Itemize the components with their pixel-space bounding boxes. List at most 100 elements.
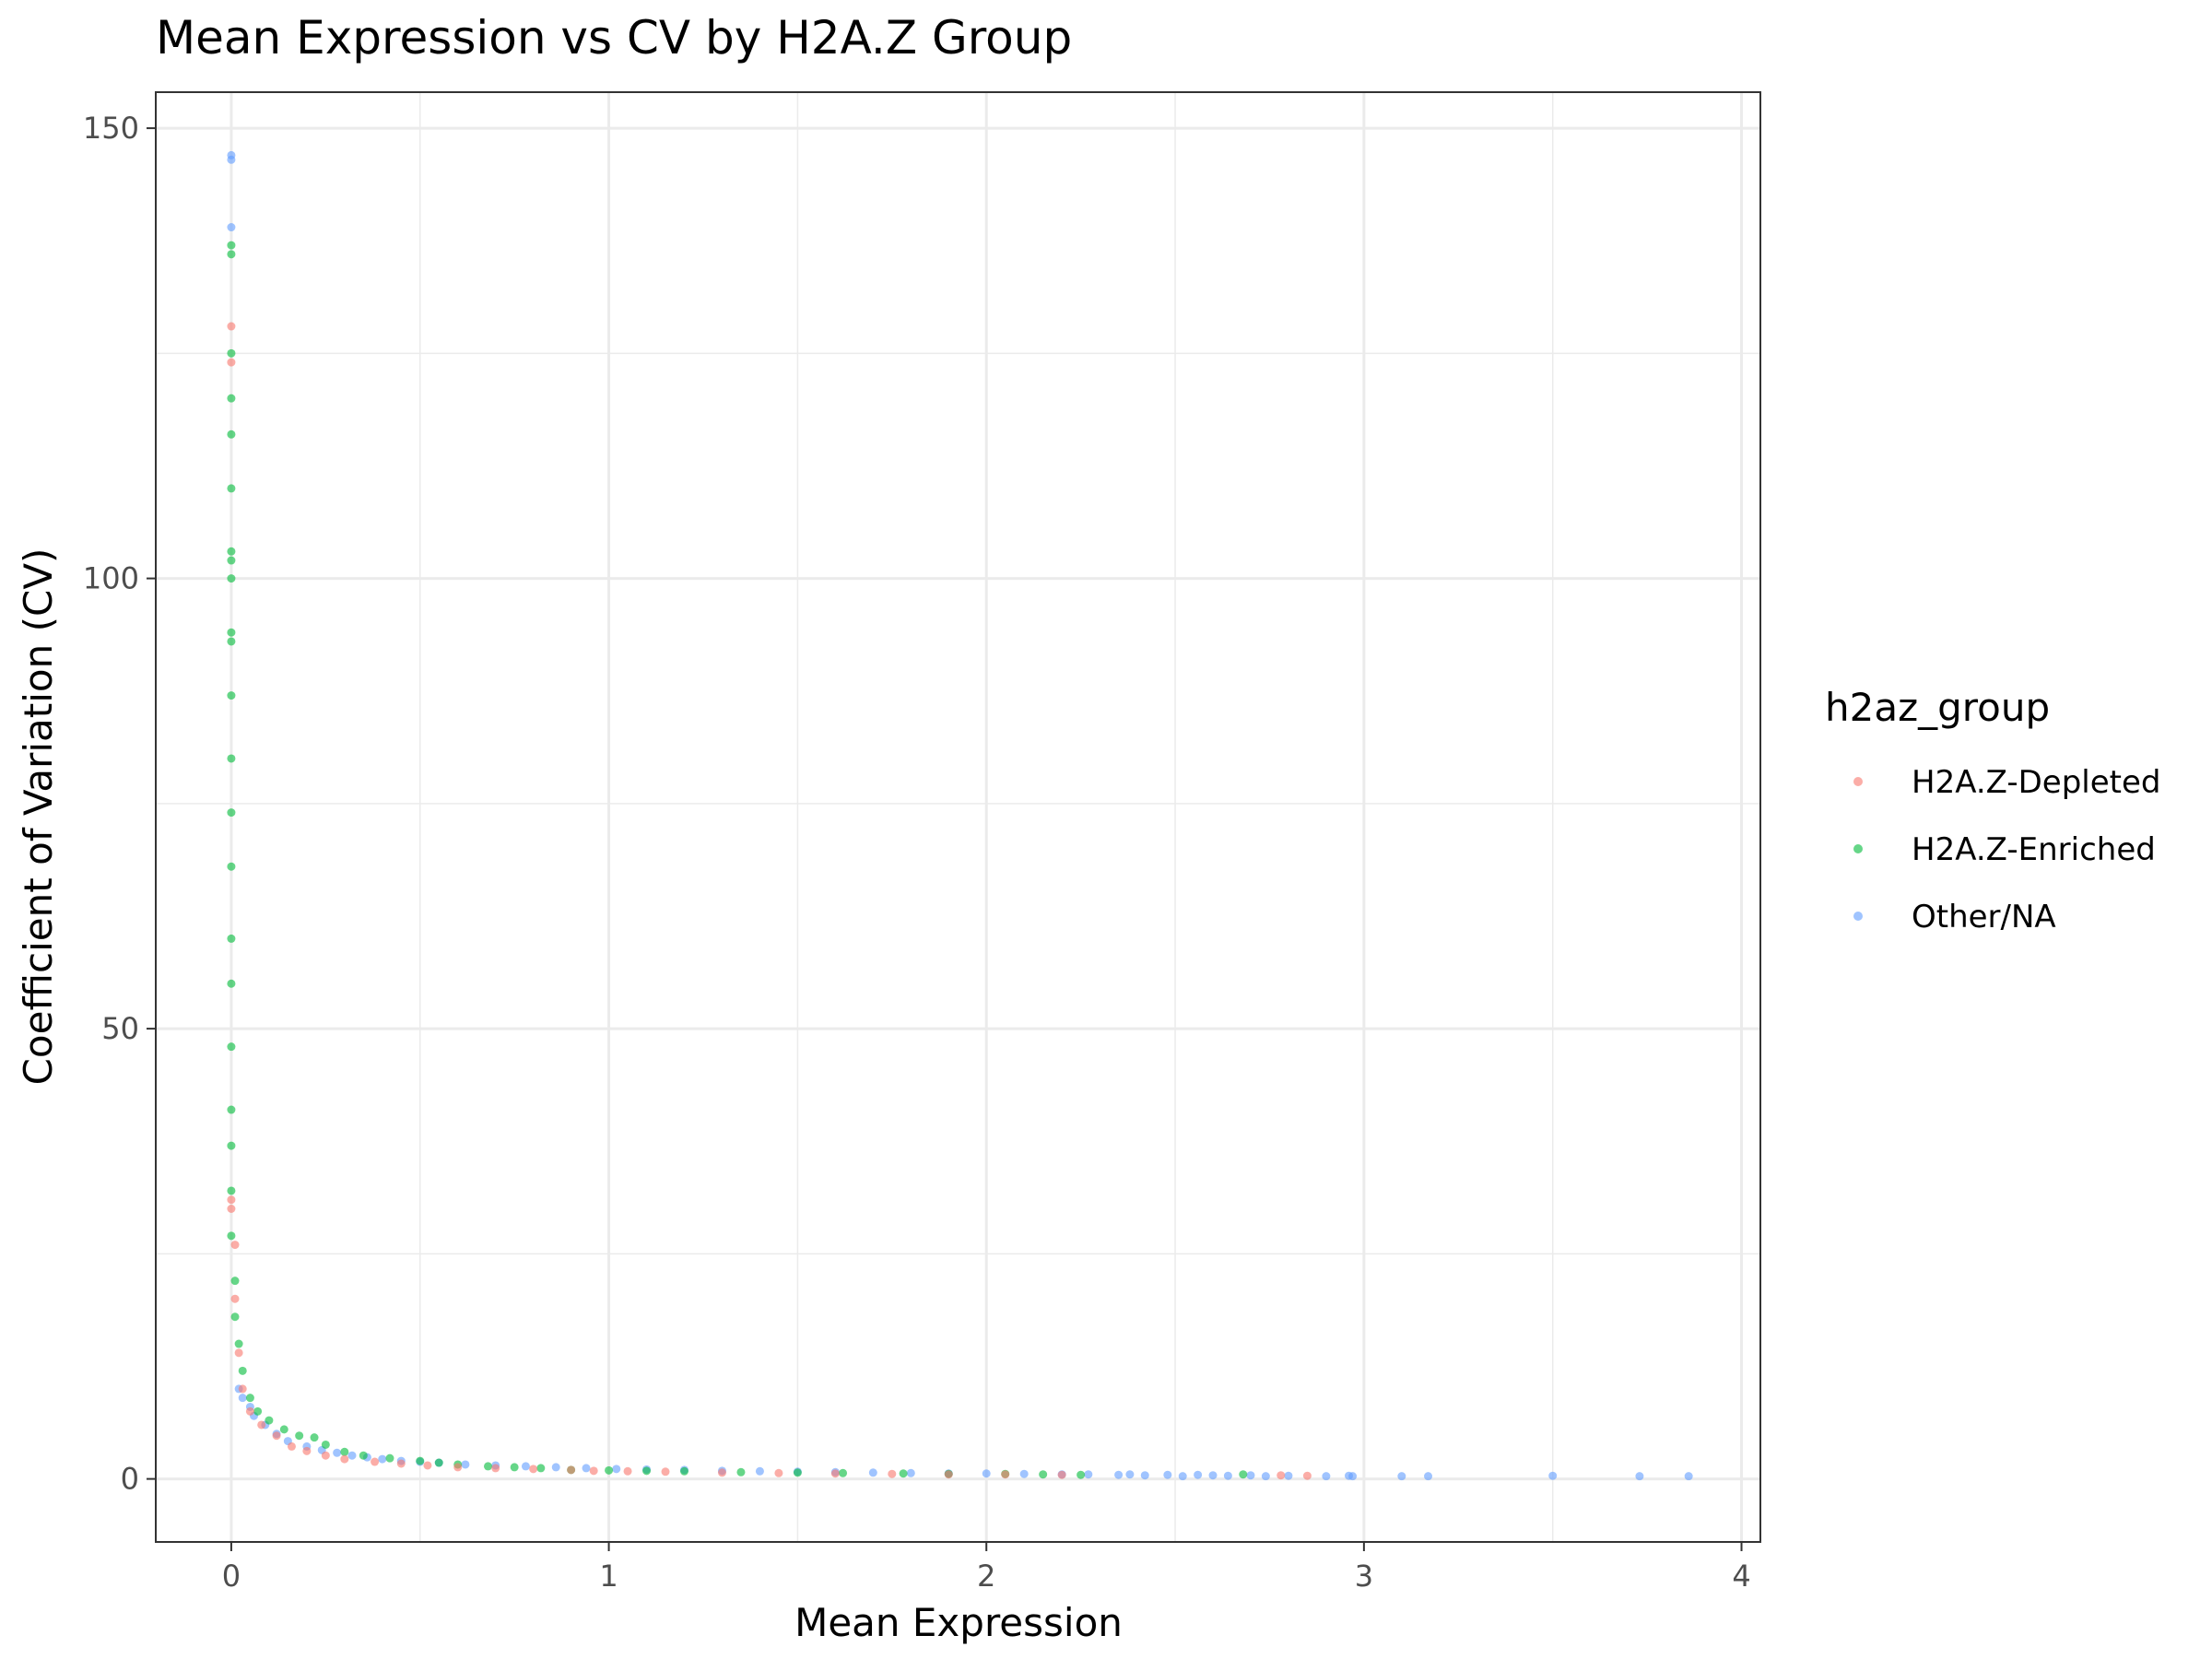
x-tick-label: 0	[222, 1559, 241, 1594]
data-point	[227, 241, 236, 250]
plot-area: 0 1 2 3 4 0 50 100 150	[83, 91, 1761, 1594]
data-point	[295, 1431, 304, 1441]
y-tick-label: 150	[83, 111, 139, 146]
data-point	[1277, 1471, 1286, 1480]
data-point	[888, 1469, 897, 1478]
data-point	[227, 322, 236, 331]
x-tick-label: 2	[977, 1559, 995, 1594]
plot-border	[155, 91, 1761, 1543]
y-tick-label: 0	[121, 1462, 139, 1497]
data-point	[385, 1453, 394, 1463]
data-point	[567, 1465, 576, 1475]
data-point	[227, 628, 236, 637]
grid-lines	[156, 92, 1760, 1542]
data-point	[333, 1448, 342, 1457]
data-point	[944, 1470, 953, 1479]
data-point	[227, 1205, 236, 1214]
data-point	[227, 934, 236, 943]
data-point	[359, 1451, 368, 1460]
data-point	[423, 1461, 432, 1470]
data-point	[302, 1446, 312, 1455]
data-point	[755, 1466, 764, 1476]
data-point	[227, 556, 236, 565]
data-point	[1223, 1471, 1232, 1480]
data-point	[982, 1469, 991, 1478]
legend-title: h2az_group	[1825, 685, 2050, 730]
data-point	[227, 348, 236, 358]
data-point	[717, 1468, 726, 1477]
data-point	[1635, 1472, 1644, 1481]
chart-title: Mean Expression vs CV by H2A.Z Group	[156, 11, 1072, 65]
data-point	[227, 979, 236, 988]
data-point	[230, 1294, 240, 1303]
data-point	[227, 394, 236, 403]
x-tick-label: 3	[1355, 1559, 1373, 1594]
data-point	[230, 1277, 240, 1286]
data-point	[1302, 1471, 1312, 1480]
plot-panel	[156, 92, 1760, 1542]
data-point	[868, 1468, 877, 1477]
data-point	[227, 484, 236, 493]
data-point	[1239, 1470, 1248, 1479]
data-point	[227, 808, 236, 818]
data-point	[227, 358, 236, 367]
data-point	[1178, 1472, 1187, 1481]
data-point	[642, 1466, 652, 1476]
data-point	[230, 1312, 240, 1322]
data-point	[321, 1451, 330, 1460]
x-tick-label: 1	[599, 1559, 618, 1594]
data-point	[371, 1457, 380, 1466]
data-point	[623, 1466, 632, 1476]
data-point	[245, 1394, 254, 1403]
data-point	[612, 1465, 621, 1474]
data-point	[347, 1451, 357, 1460]
data-point	[310, 1433, 319, 1442]
data-point	[340, 1454, 349, 1464]
data-point	[1322, 1472, 1331, 1481]
legend: h2az_group H2A.Z-Depleted H2A.Z-Enriched O…	[1825, 685, 2161, 935]
data-point	[227, 574, 236, 583]
data-point	[483, 1462, 492, 1471]
data-point	[461, 1460, 470, 1469]
data-point	[1114, 1470, 1124, 1479]
data-point	[1261, 1472, 1270, 1481]
data-point	[661, 1467, 670, 1477]
data-point	[238, 1366, 247, 1375]
data-point	[680, 1466, 689, 1476]
data-point	[230, 1241, 240, 1250]
data-point	[287, 1441, 296, 1451]
y-tick-label: 100	[83, 561, 139, 596]
data-points	[227, 150, 1693, 1481]
data-point	[1140, 1471, 1149, 1480]
data-point	[491, 1464, 500, 1473]
axes: 0 1 2 3 4 0 50 100 150	[83, 111, 1751, 1594]
data-point	[227, 1042, 236, 1052]
data-point	[1684, 1472, 1693, 1481]
data-point	[279, 1425, 288, 1434]
data-point	[899, 1469, 908, 1478]
data-point	[227, 1141, 236, 1150]
data-point	[589, 1466, 598, 1476]
data-point	[521, 1462, 530, 1471]
data-point	[1125, 1470, 1135, 1479]
data-point	[227, 754, 236, 763]
data-point	[1057, 1470, 1066, 1479]
data-point	[1019, 1469, 1029, 1478]
data-point	[453, 1463, 463, 1472]
data-point	[1084, 1470, 1093, 1479]
data-point	[1284, 1471, 1293, 1480]
data-point	[1548, 1471, 1558, 1480]
x-axis-label: Mean Expression	[794, 1600, 1123, 1645]
data-point	[227, 1186, 236, 1195]
data-point	[839, 1468, 848, 1477]
data-point	[227, 1231, 236, 1241]
legend-key	[1853, 844, 1863, 853]
data-point	[321, 1440, 330, 1449]
data-point	[245, 1406, 254, 1416]
data-point	[434, 1458, 443, 1467]
data-point	[227, 637, 236, 646]
data-point	[1077, 1470, 1086, 1479]
data-point	[227, 1195, 236, 1205]
y-tick-label: 50	[101, 1011, 139, 1046]
